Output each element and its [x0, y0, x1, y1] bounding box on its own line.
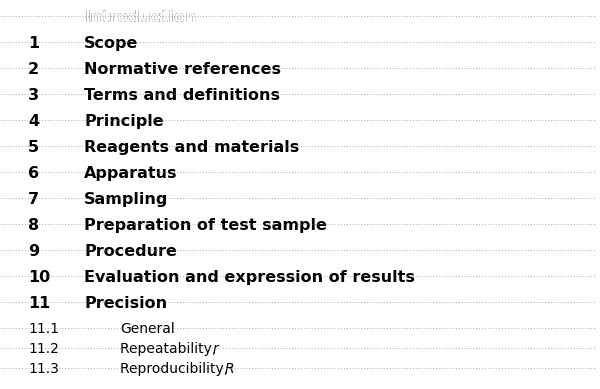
Text: ................................................................................: ........................................… [0, 218, 596, 227]
Text: Procedure: Procedure [84, 244, 177, 259]
Text: Scope: Scope [84, 36, 139, 51]
Text: Apparatus: Apparatus [84, 166, 178, 181]
Text: ................................................................................: ........................................… [0, 62, 596, 71]
Text: 3: 3 [28, 88, 39, 103]
Text: 1: 1 [28, 36, 39, 51]
Text: Reagents and materials: Reagents and materials [84, 140, 299, 155]
Text: 11.3: 11.3 [28, 362, 59, 376]
Text: ................................................................................: ........................................… [0, 342, 596, 351]
Text: Introduction: Introduction [84, 10, 196, 25]
Text: Sampling: Sampling [84, 192, 169, 207]
Text: 7: 7 [28, 192, 39, 207]
Text: ................................................................................: ........................................… [0, 36, 596, 45]
Text: 11.1: 11.1 [28, 322, 59, 336]
Text: ................................................................................: ........................................… [0, 192, 596, 201]
Text: Principle: Principle [84, 114, 164, 129]
Text: 4: 4 [28, 114, 39, 129]
Text: ................................................................................: ........................................… [0, 362, 596, 371]
Text: 11: 11 [28, 296, 50, 311]
Text: ................................................................................: ........................................… [0, 88, 596, 97]
Text: ................................................................................: ........................................… [0, 114, 596, 123]
Text: R: R [224, 362, 234, 376]
Text: ................................................................................: ........................................… [0, 296, 596, 305]
Text: 11.2: 11.2 [28, 342, 59, 356]
Text: r: r [212, 342, 218, 356]
Text: 10: 10 [28, 270, 50, 285]
Text: Introduction: Introduction [84, 10, 196, 25]
Text: ................................................................................: ........................................… [0, 244, 596, 253]
Text: 8: 8 [28, 218, 39, 233]
Text: Evaluation and expression of results: Evaluation and expression of results [84, 270, 415, 285]
Text: ................................................................................: ........................................… [0, 166, 596, 175]
Text: ................................................................................: ........................................… [0, 322, 596, 331]
Text: 6: 6 [28, 166, 39, 181]
Text: ................................................................................: ........................................… [0, 270, 596, 279]
Text: Terms and definitions: Terms and definitions [84, 88, 280, 103]
Text: Normative references: Normative references [84, 62, 281, 77]
Text: Preparation of test sample: Preparation of test sample [84, 218, 327, 233]
Text: General: General [120, 322, 175, 336]
Text: Reproducibility,: Reproducibility, [120, 362, 233, 376]
Text: Repeatability,: Repeatability, [120, 342, 221, 356]
Text: ................................................................................: ........................................… [0, 10, 596, 19]
Text: 5: 5 [28, 140, 39, 155]
Text: 2: 2 [28, 62, 39, 77]
Text: ................................................................................: ........................................… [0, 140, 596, 149]
Text: 9: 9 [28, 244, 39, 259]
Text: Precision: Precision [84, 296, 167, 311]
